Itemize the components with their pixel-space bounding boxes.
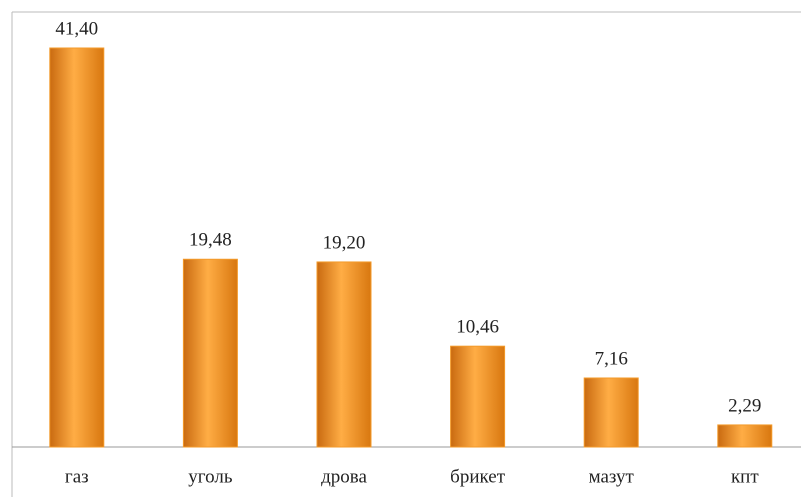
x-tick-label: мазут	[589, 466, 635, 487]
x-tick-label: дрова	[321, 466, 367, 487]
data-label: 19,48	[189, 230, 232, 251]
bar	[49, 47, 105, 448]
x-tick-label: брикет	[450, 466, 506, 487]
bar	[717, 424, 773, 448]
x-tick-label: газ	[65, 466, 89, 487]
data-label: 7,16	[595, 348, 628, 369]
x-tick-label: уголь	[188, 466, 233, 487]
data-label: 41,40	[55, 18, 98, 39]
bar	[182, 258, 238, 448]
bar	[583, 377, 639, 448]
data-label: 2,29	[728, 395, 761, 416]
data-label: 10,46	[456, 317, 499, 338]
data-label: 19,20	[323, 232, 366, 253]
x-tick-label: кпт	[731, 466, 759, 487]
bar	[450, 345, 506, 448]
bar	[316, 261, 372, 448]
